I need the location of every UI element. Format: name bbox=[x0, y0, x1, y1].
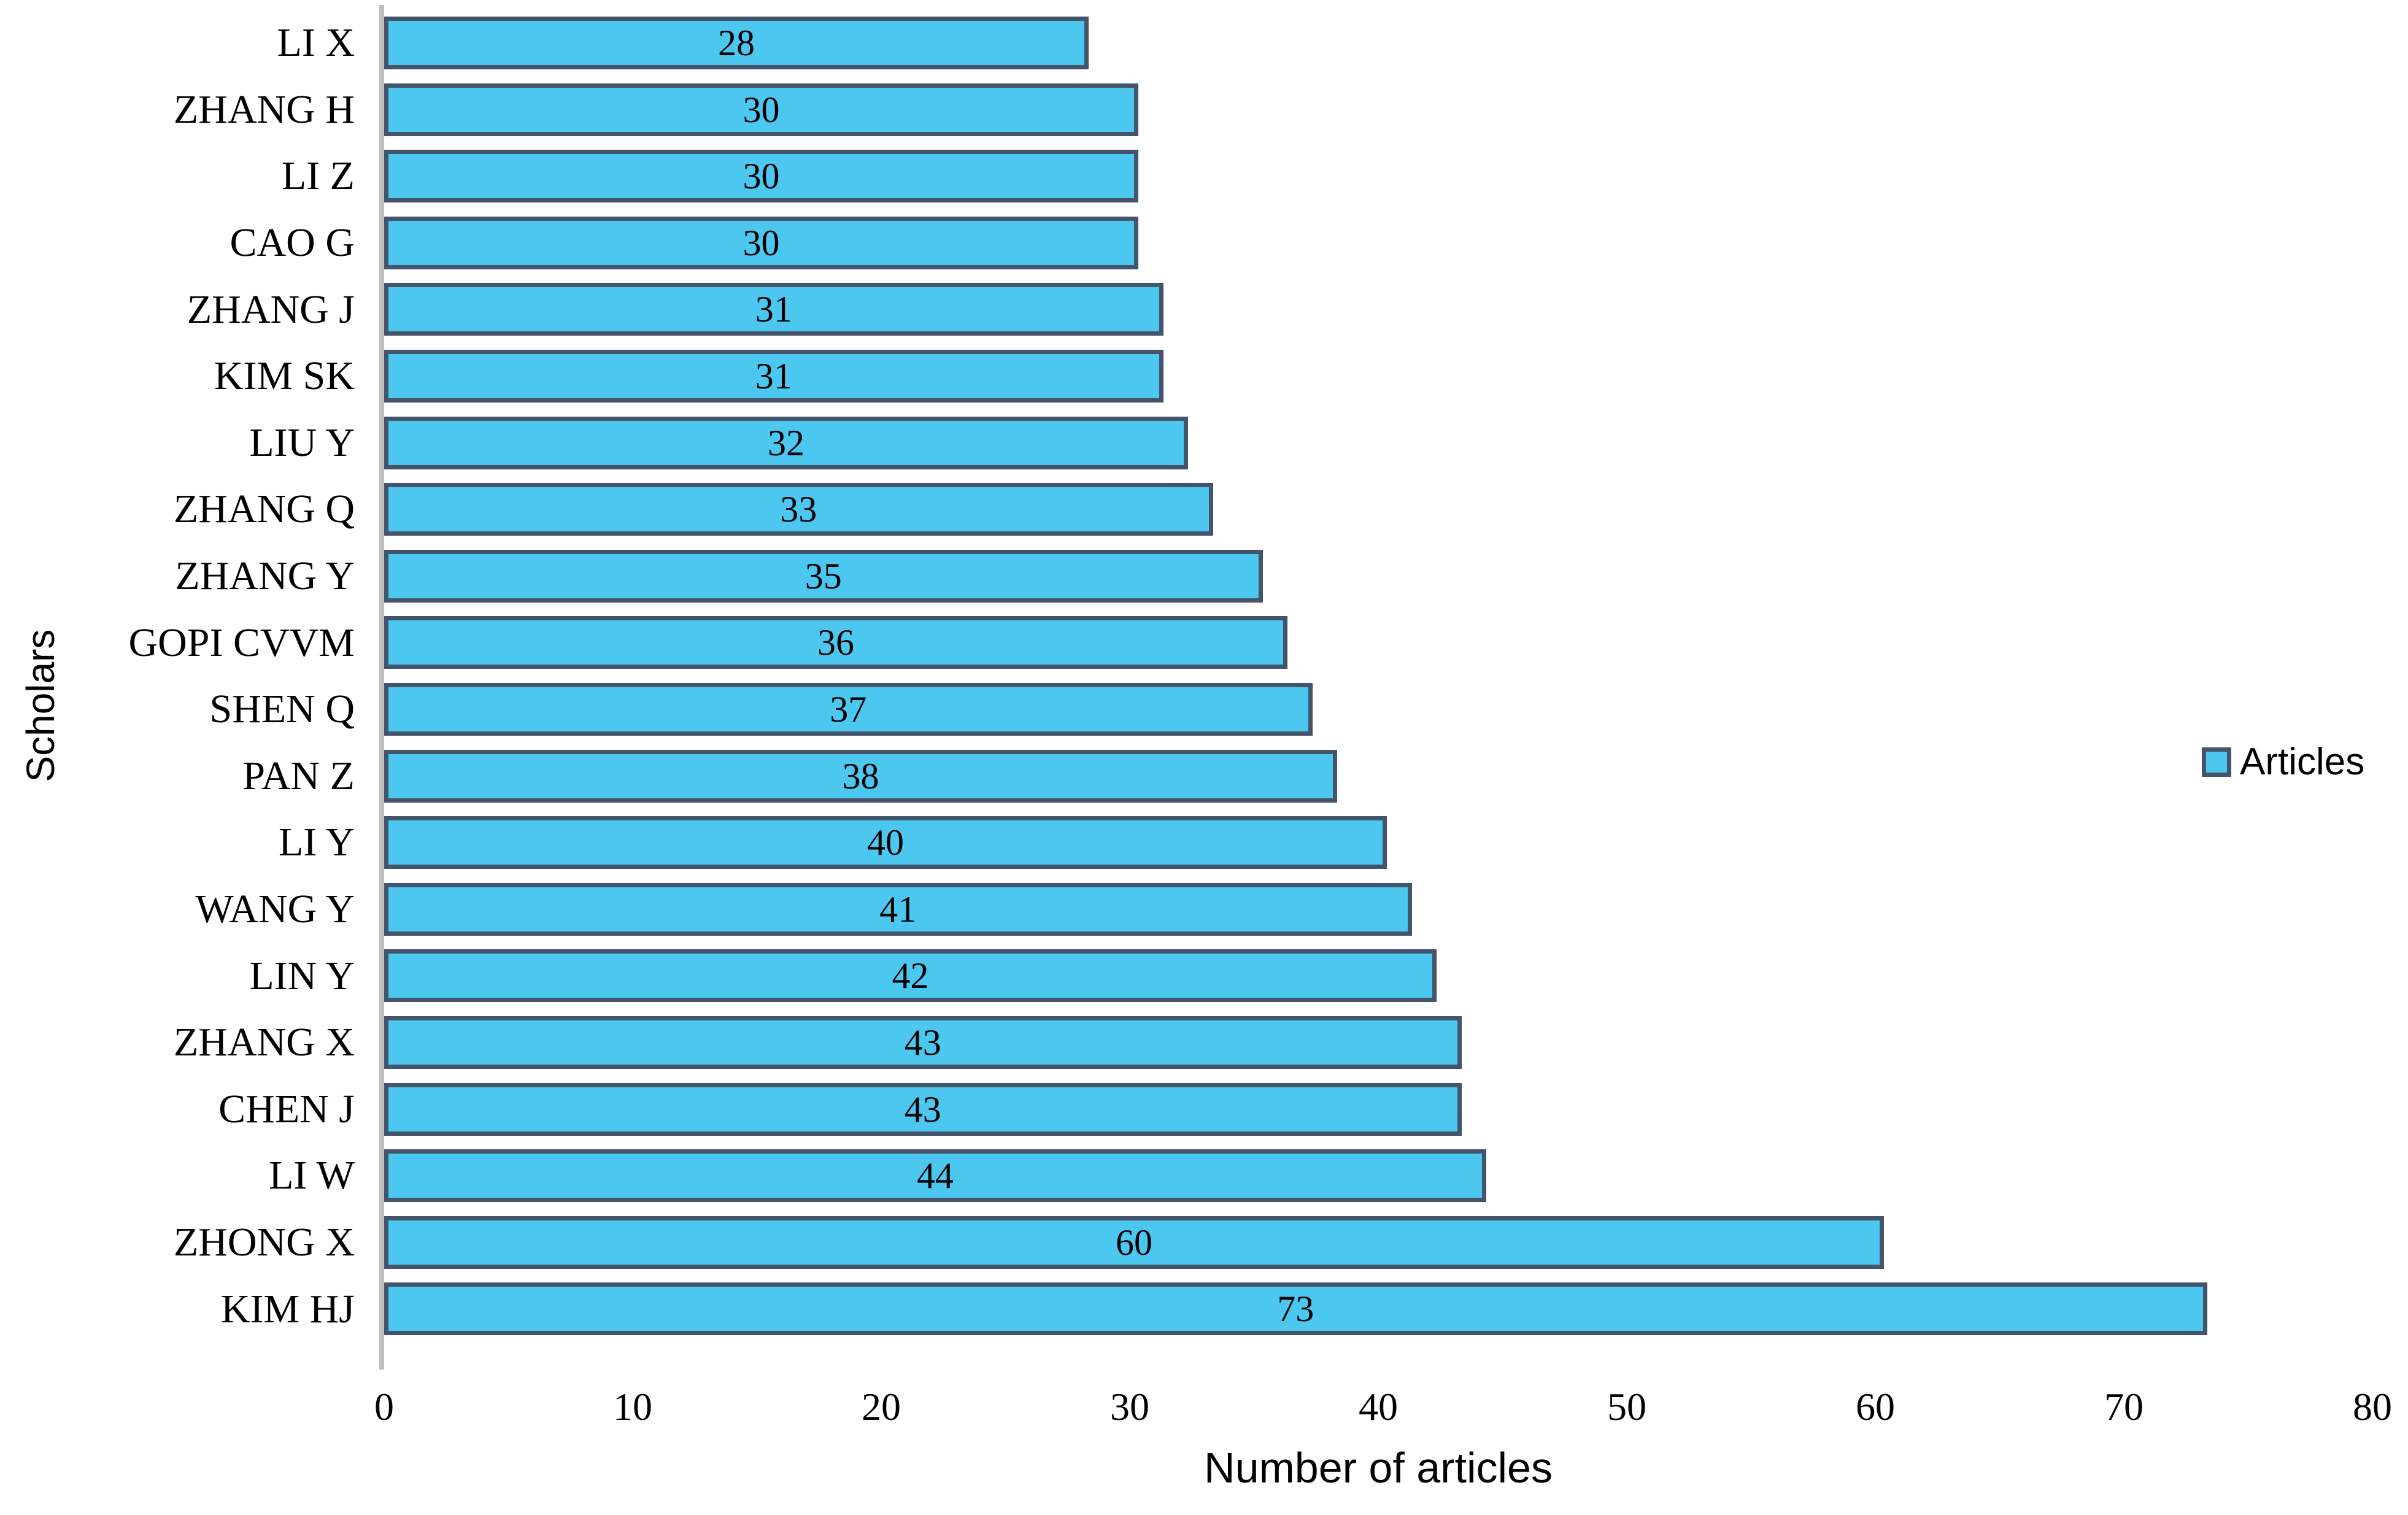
chart-row: CAO G 30 bbox=[230, 210, 2372, 277]
chart-row: LIN Y 42 bbox=[249, 943, 2372, 1009]
category-label: ZHANG J bbox=[187, 287, 355, 332]
bar-zhong-x: 60 bbox=[384, 1216, 1884, 1269]
x-tick-label: 10 bbox=[613, 1385, 652, 1428]
bar-value-label: 30 bbox=[743, 89, 780, 130]
chart-row: LI Z 30 bbox=[282, 143, 2372, 210]
bar-zhang-x: 43 bbox=[384, 1016, 1462, 1069]
bar-gopi-cvvm: 36 bbox=[384, 616, 1287, 669]
bar-value-label: 28 bbox=[718, 23, 755, 63]
category-label: ZHANG H bbox=[173, 87, 355, 132]
chart-row: ZHANG J 31 bbox=[187, 276, 2372, 343]
bar-value-label: 42 bbox=[892, 955, 929, 997]
bar-value-label: 41 bbox=[879, 889, 917, 930]
bar-shen-q: 37 bbox=[384, 682, 1313, 736]
x-tick-label: 50 bbox=[1607, 1385, 1646, 1428]
category-label: LIU Y bbox=[249, 420, 355, 465]
bar-value-label: 43 bbox=[904, 1022, 941, 1063]
chart-row: LI Y 40 bbox=[279, 809, 2372, 876]
bar-lin-y: 42 bbox=[384, 949, 1437, 1003]
category-label: LI Y bbox=[278, 820, 355, 865]
category-label: CHEN J bbox=[218, 1086, 355, 1131]
chart-row: GOPI CVVM 36 bbox=[128, 609, 2372, 676]
legend-label: Articles bbox=[2240, 741, 2365, 783]
bar-value-label: 44 bbox=[917, 1155, 954, 1197]
x-tick-label: 70 bbox=[2104, 1385, 2144, 1428]
x-tick-label: 20 bbox=[862, 1385, 901, 1428]
bar-li-w: 44 bbox=[384, 1149, 1486, 1203]
bar-value-label: 31 bbox=[755, 289, 792, 330]
bar-zhang-q: 33 bbox=[384, 483, 1213, 536]
plot-area: LI X 28 ZHANG H 30 LI Z 30 CAO G 30 ZHANG J 31 KIM… bbox=[128, 10, 2372, 1343]
chart-row: ZHANG Q 33 bbox=[174, 476, 2372, 543]
x-tick-label: 0 bbox=[374, 1385, 394, 1428]
bar-zhang-j: 31 bbox=[384, 283, 1163, 336]
chart-row: KIM HJ 73 bbox=[221, 1276, 2372, 1343]
chart-row: LI W 44 bbox=[269, 1143, 2372, 1209]
bar-value-label: 36 bbox=[817, 622, 854, 663]
bar-pan-z: 38 bbox=[384, 749, 1337, 803]
x-tick-label: 60 bbox=[1856, 1385, 1895, 1428]
category-label: LI X bbox=[277, 20, 355, 66]
bar-li-y: 40 bbox=[384, 816, 1387, 869]
bar-wang-y: 41 bbox=[384, 882, 1412, 936]
bar-value-label: 60 bbox=[1116, 1222, 1152, 1263]
x-axis-title: Number of articles bbox=[1204, 1444, 1553, 1492]
y-axis-title: Scholars bbox=[18, 629, 63, 782]
bar-zhang-y: 35 bbox=[384, 549, 1263, 603]
bar-cao-g: 30 bbox=[384, 216, 1138, 269]
bar-value-label: 33 bbox=[780, 489, 817, 530]
category-label: ZHONG X bbox=[173, 1219, 355, 1265]
bar-value-label: 73 bbox=[1277, 1289, 1314, 1330]
chart-row: CHEN J 43 bbox=[218, 1076, 2372, 1143]
bar-kim-hj: 73 bbox=[384, 1282, 2207, 1336]
bar-value-label: 40 bbox=[867, 822, 904, 863]
category-label: LI W bbox=[269, 1153, 355, 1198]
x-tick-label: 30 bbox=[1110, 1385, 1149, 1428]
category-label: KIM HJ bbox=[220, 1286, 355, 1332]
bar-value-label: 37 bbox=[830, 688, 867, 730]
category-label: WANG Y bbox=[195, 887, 355, 932]
x-tick-label: 40 bbox=[1359, 1385, 1398, 1428]
category-label: LIN Y bbox=[249, 953, 355, 998]
bar-li-x: 28 bbox=[384, 17, 1089, 69]
bar-zhang-h: 30 bbox=[384, 83, 1138, 136]
chart-row: KIM SK 31 bbox=[214, 343, 2372, 410]
bar-chen-j: 43 bbox=[384, 1082, 1462, 1136]
legend-swatch-articles bbox=[2202, 747, 2231, 777]
chart-row: PAN Z 38 bbox=[242, 743, 2372, 810]
bar-value-label: 30 bbox=[743, 222, 780, 263]
bar-kim-sk: 31 bbox=[384, 349, 1163, 403]
chart-row: WANG Y 41 bbox=[195, 876, 2372, 943]
category-label: ZHANG X bbox=[173, 1020, 355, 1065]
category-label: ZHANG Y bbox=[175, 553, 355, 599]
category-label: LI Z bbox=[281, 153, 355, 199]
bar-value-label: 38 bbox=[842, 755, 879, 796]
category-label: CAO G bbox=[230, 220, 355, 266]
chart-row: LI X 28 bbox=[277, 10, 2372, 77]
chart-row: ZHANG Y 35 bbox=[175, 543, 2372, 610]
chart-row: LIU Y 32 bbox=[249, 410, 2372, 477]
chart-row: SHEN Q 37 bbox=[209, 676, 2372, 743]
category-label: GOPI CVVM bbox=[128, 620, 355, 665]
bar-li-z: 30 bbox=[384, 150, 1138, 203]
chart-row: ZHANG H 30 bbox=[174, 77, 2372, 144]
y-axis-line bbox=[379, 5, 384, 1370]
bar-value-label: 43 bbox=[904, 1089, 941, 1130]
legend: Articles bbox=[2202, 740, 2364, 784]
bar-liu-y: 32 bbox=[384, 416, 1188, 469]
category-label: SHEN Q bbox=[209, 687, 355, 732]
category-label: ZHANG Q bbox=[173, 487, 355, 532]
bar-value-label: 30 bbox=[743, 156, 780, 197]
category-label: KIM SK bbox=[214, 353, 355, 399]
chart-row: ZHANG X 43 bbox=[174, 1009, 2372, 1076]
chart-row: ZHONG X 60 bbox=[174, 1209, 2372, 1276]
category-label: PAN Z bbox=[242, 753, 355, 798]
x-tick-label: 80 bbox=[2353, 1385, 2392, 1428]
bar-value-label: 31 bbox=[755, 355, 792, 396]
bar-value-label: 32 bbox=[768, 422, 805, 463]
bar-value-label: 35 bbox=[805, 555, 842, 596]
x-axis-ticks: 0 10 20 30 40 50 60 70 80 bbox=[374, 1379, 2392, 1435]
